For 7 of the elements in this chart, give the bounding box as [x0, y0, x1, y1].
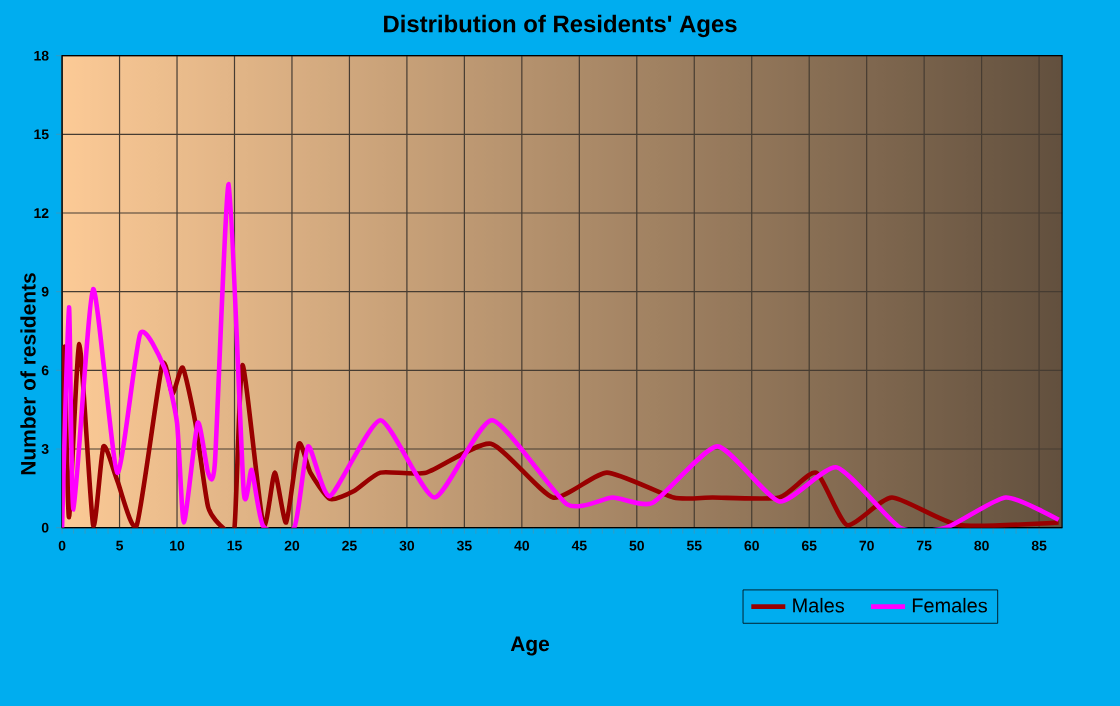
chart-title: Distribution of Residents' Ages: [384, 14, 737, 38]
line-series: [62, 181, 1061, 528]
y-axis-title: Number of residents: [20, 273, 36, 475]
legend-label: Females: [912, 597, 987, 613]
legend-label: Males: [793, 597, 845, 613]
x-axis-title: Age: [510, 636, 550, 656]
line-series: [62, 341, 1061, 528]
